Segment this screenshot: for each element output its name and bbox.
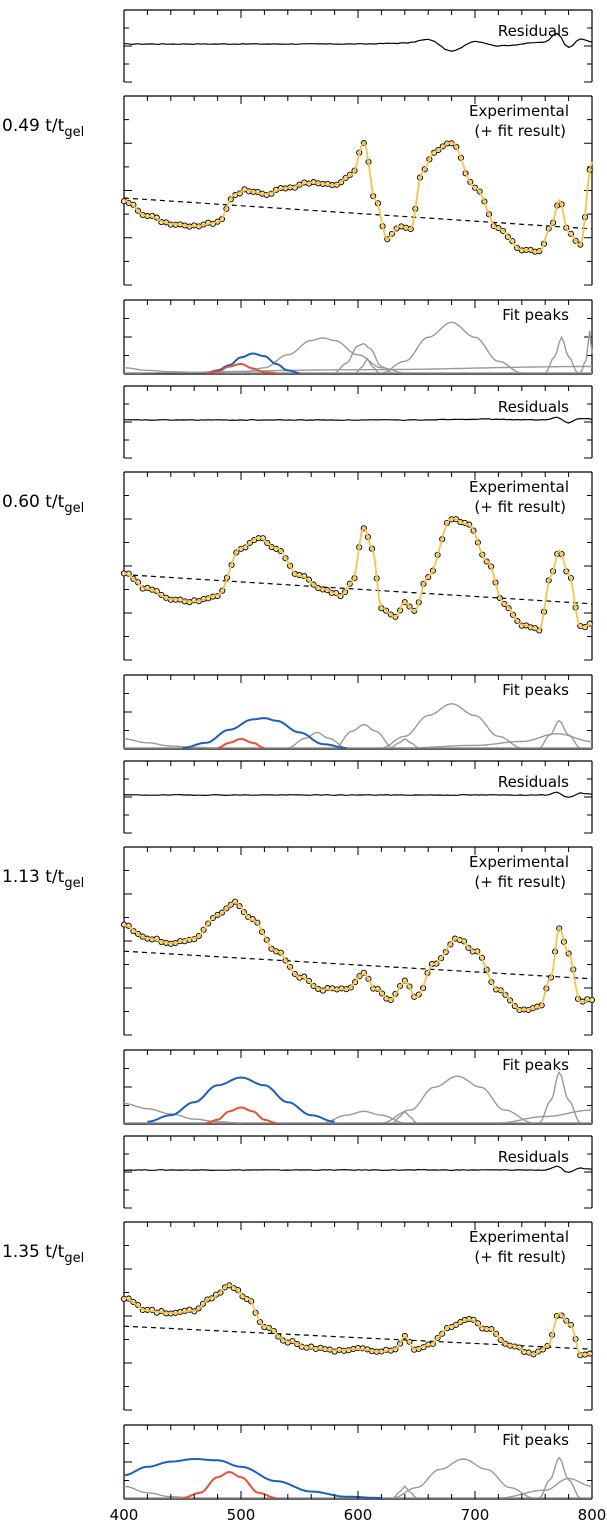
panel-4-peak-narrow — [182, 1470, 277, 1499]
panel-4-experimental-sublabel: (+ fit result) — [474, 1248, 566, 1266]
panel-1-peak-other — [544, 335, 579, 374]
panel-2-peak-other — [381, 703, 522, 749]
panel-4-peak-other — [392, 1485, 417, 1499]
panel-3-residuals-label: Residuals — [498, 773, 569, 791]
x-tick-label: 500 — [227, 1506, 256, 1524]
panel-3-peak-other — [538, 1070, 581, 1124]
panel-4-peak-other — [123, 1485, 195, 1499]
panel-3-peak-other — [498, 1109, 592, 1124]
panel-3-baseline-dashed — [123, 950, 593, 980]
panel-3-fit-peaks-label: Fit peaks — [502, 1056, 569, 1074]
panel-2-peak-narrow — [217, 737, 265, 749]
panel-3-experimental-label: Experimental — [469, 853, 569, 871]
panel-4-sample-label: 1.35 t/tgel — [2, 1242, 84, 1266]
panel-4-experimental-label: Experimental — [469, 1228, 569, 1246]
panel-1-peak-broad — [205, 352, 300, 374]
x-tick-label: 700 — [461, 1506, 490, 1524]
panel-4-peak-other — [498, 1477, 593, 1499]
panel-2-baseline-dashed — [123, 574, 593, 605]
panel-2-fit-peaks-label: Fit peaks — [502, 681, 569, 699]
panel-1-peak-other — [124, 365, 592, 374]
panel-2-peak-other — [538, 719, 581, 749]
panel-1-peak-other — [240, 337, 405, 374]
panel-4-residuals-label: Residuals — [498, 1148, 569, 1166]
panel-2-fit-line — [123, 517, 593, 631]
panel-4-peak-other — [538, 1456, 581, 1499]
panel-3-peak-other — [322, 1110, 405, 1124]
panel-1-fit-peaks-label: Fit peaks — [502, 306, 569, 324]
panel-1-sample-label: 0.49 t/tgel — [2, 116, 84, 140]
panel-3-peak-other — [381, 1075, 534, 1124]
panel-4-fit-line — [123, 1284, 592, 1356]
panel-1-peak-narrow — [205, 362, 277, 374]
panel-2-peak-other — [287, 731, 347, 749]
panel-1-peak-other — [381, 321, 522, 374]
panel-1-peak-other — [334, 343, 394, 374]
panel-2-peak-broad — [182, 717, 347, 749]
x-tick-label: 400 — [110, 1506, 139, 1524]
panel-2-experimental-sublabel: (+ fit result) — [474, 498, 566, 516]
panel-2-peak-other — [390, 738, 420, 749]
panel-3-sample-label: 1.13 t/tgel — [2, 867, 84, 891]
panel-1-peak-other — [579, 330, 593, 374]
panel-4-peak-other — [393, 1458, 534, 1499]
panel-4-fit-peaks-label: Fit peaks — [502, 1431, 569, 1449]
panel-2-experimental-label: Experimental — [469, 478, 569, 496]
panel-4-peak-broad — [123, 1458, 382, 1499]
panel-2-residuals-line — [123, 416, 593, 424]
panel-1-residuals-line — [124, 32, 593, 52]
panel-3-peak-broad — [147, 1076, 335, 1123]
panel-1-baseline-dashed — [123, 197, 593, 230]
panel-3-peak-other — [123, 1102, 241, 1124]
x-tick-label: 800 — [578, 1506, 607, 1524]
panel-3-residuals-line — [123, 791, 593, 798]
x-tick-label: 600 — [344, 1506, 373, 1524]
panel-3-peak-narrow — [205, 1106, 277, 1124]
panel-1-experimental-sublabel: (+ fit result) — [474, 122, 566, 140]
panel-3-experimental-sublabel: (+ fit result) — [474, 873, 566, 891]
panel-1-fit-line — [123, 140, 593, 254]
panel-2-sample-label: 0.60 t/tgel — [2, 492, 84, 516]
panel-1-experimental-label: Experimental — [469, 102, 569, 120]
panel-2-peak-other — [404, 732, 593, 749]
panel-3-fit-line — [123, 901, 593, 1011]
panel-1-residuals-label: Residuals — [498, 22, 569, 40]
panel-4-residuals-line — [123, 1165, 593, 1174]
panel-2-peak-other — [334, 723, 394, 749]
panel-2-residuals-label: Residuals — [498, 398, 569, 416]
